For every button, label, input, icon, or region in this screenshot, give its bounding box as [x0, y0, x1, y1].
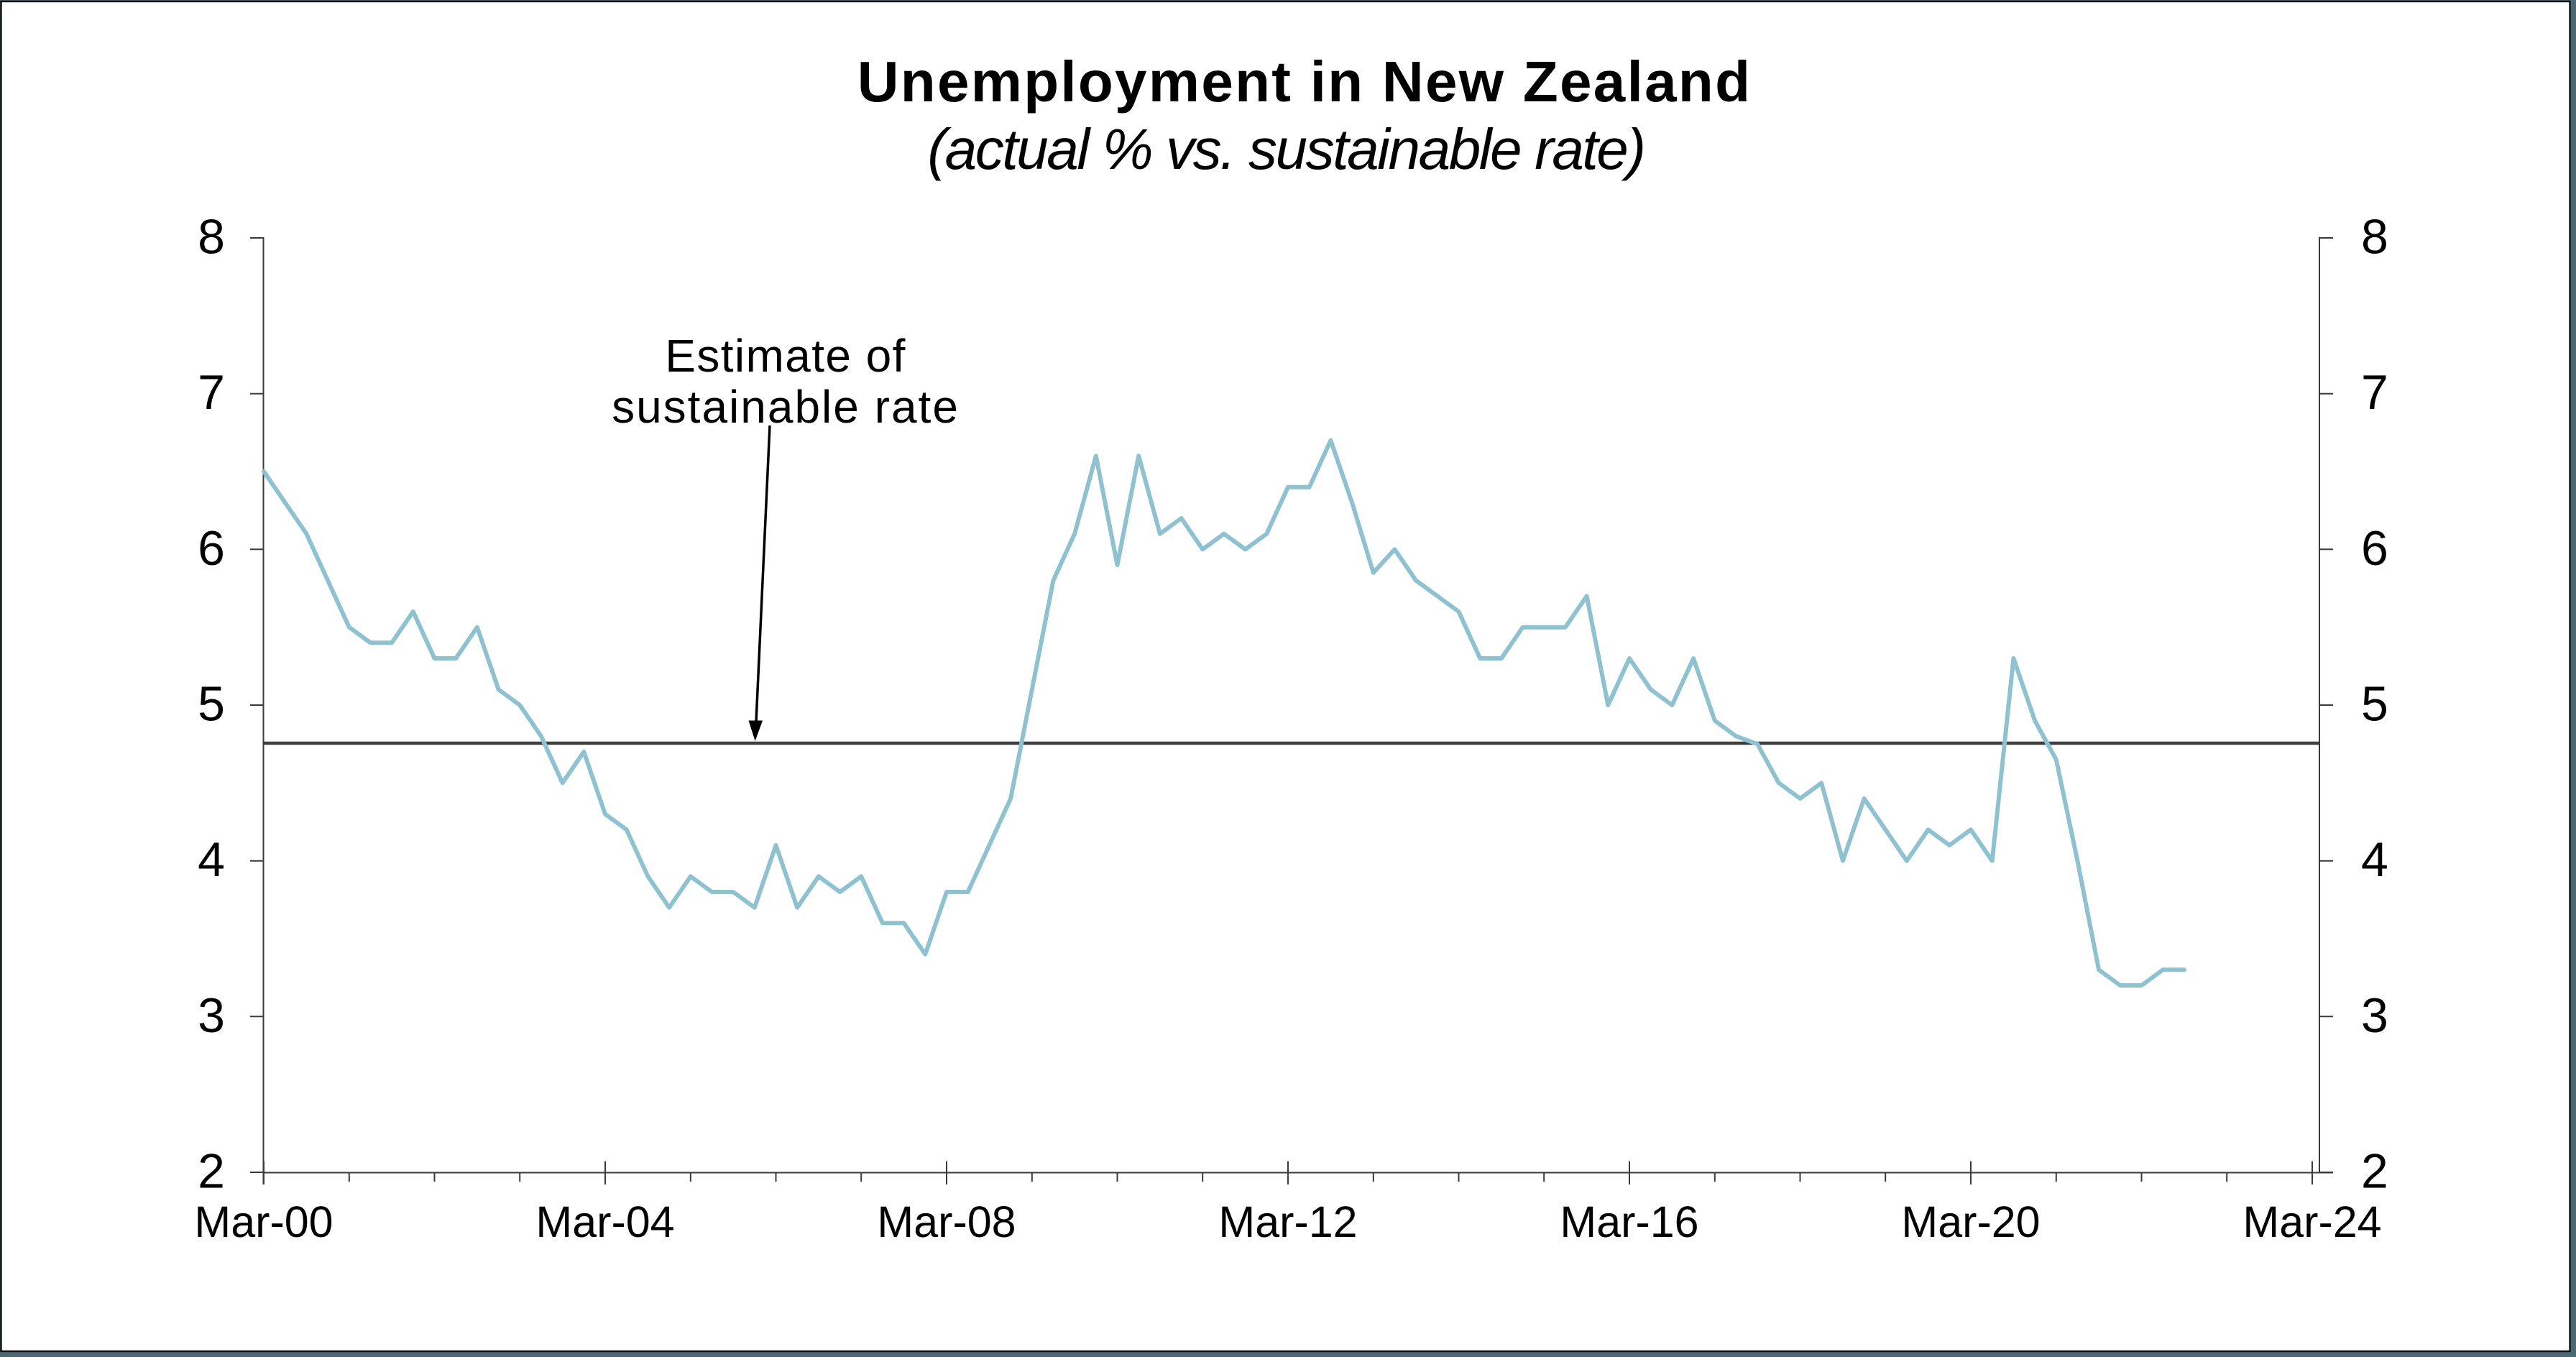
- svg-text:(actual % vs. sustainable rate: (actual % vs. sustainable rate): [927, 117, 1644, 181]
- svg-text:6: 6: [198, 521, 225, 576]
- svg-text:Mar-04: Mar-04: [535, 1197, 674, 1246]
- svg-text:6: 6: [2361, 521, 2388, 576]
- svg-text:Unemployment in New Zealand: Unemployment in New Zealand: [857, 50, 1752, 114]
- svg-text:3: 3: [2361, 988, 2388, 1043]
- svg-text:Mar-20: Mar-20: [1901, 1197, 2040, 1246]
- svg-text:8: 8: [198, 210, 225, 264]
- svg-text:Mar-12: Mar-12: [1218, 1197, 1357, 1246]
- svg-text:5: 5: [2361, 677, 2388, 732]
- svg-text:3: 3: [198, 988, 225, 1043]
- svg-text:2: 2: [2361, 1144, 2388, 1199]
- svg-text:sustainable rate: sustainable rate: [612, 381, 960, 433]
- svg-text:Mar-00: Mar-00: [194, 1197, 333, 1246]
- svg-text:7: 7: [198, 365, 225, 420]
- svg-text:8: 8: [2361, 210, 2388, 264]
- svg-text:2: 2: [198, 1144, 225, 1199]
- svg-text:Mar-08: Mar-08: [877, 1197, 1016, 1246]
- svg-text:Estimate of: Estimate of: [665, 330, 906, 382]
- svg-text:4: 4: [198, 832, 225, 887]
- svg-text:7: 7: [2361, 365, 2388, 420]
- svg-text:5: 5: [198, 677, 225, 732]
- svg-text:Mar-16: Mar-16: [1560, 1197, 1698, 1246]
- svg-text:4: 4: [2361, 832, 2388, 887]
- svg-text:Mar-24: Mar-24: [2242, 1197, 2381, 1246]
